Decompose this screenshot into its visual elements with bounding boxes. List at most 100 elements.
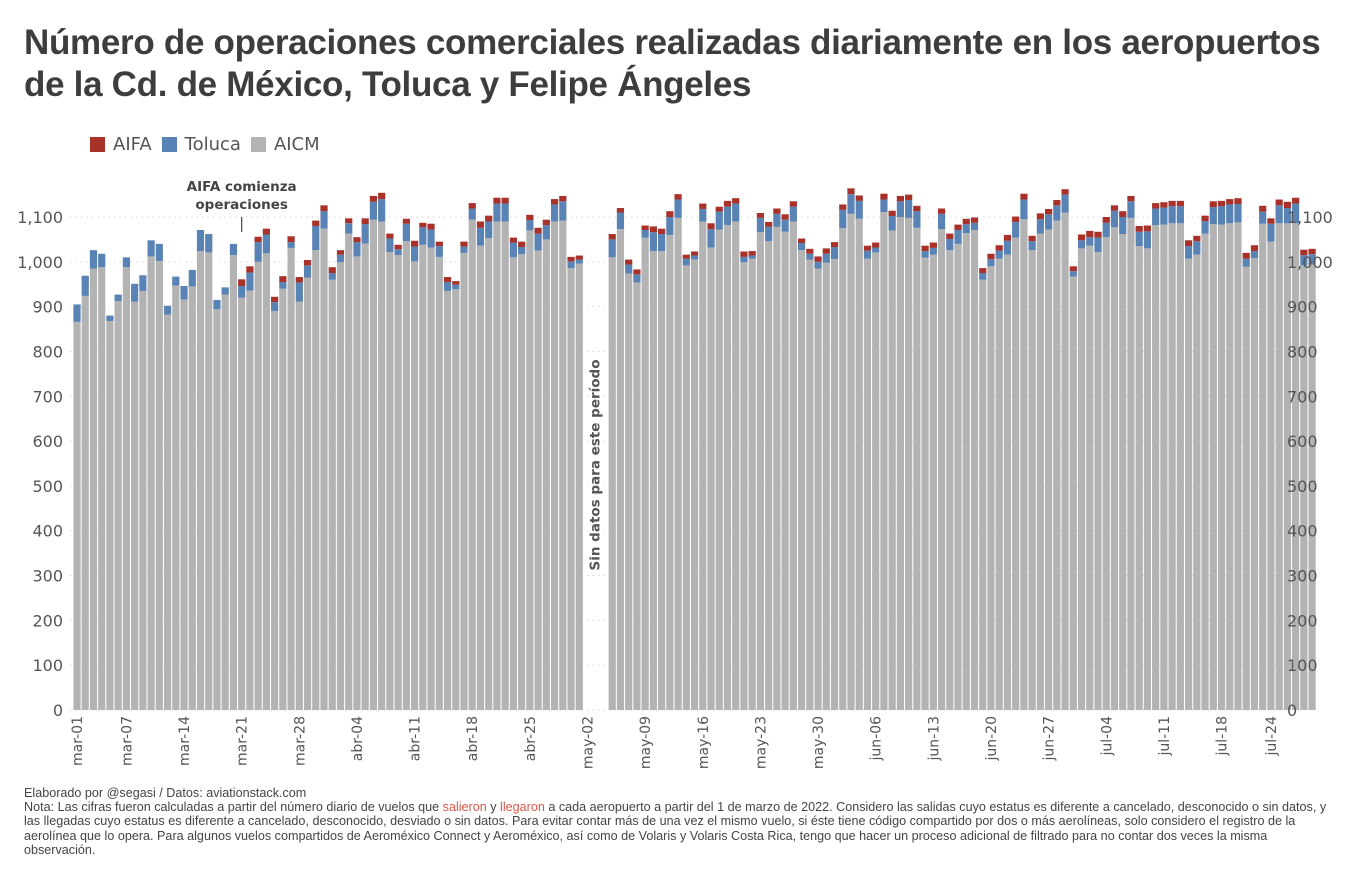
bar-segment-aicm	[1053, 220, 1061, 710]
bar-segment-aicm	[378, 221, 386, 710]
bar-segment-aicm	[328, 279, 336, 710]
bar-segment-aicm	[608, 257, 616, 710]
bar-segment-aifa	[1094, 231, 1102, 238]
y-tick-label-right: 500	[1287, 477, 1318, 496]
bar-segment-aifa	[1193, 235, 1201, 242]
bar-segment-aicm	[847, 213, 855, 710]
bar-segment-toluca	[254, 242, 262, 262]
bar-segment-toluca	[485, 221, 493, 239]
bar-segment-aifa	[353, 237, 361, 243]
y-tick-label-right: 300	[1287, 567, 1318, 586]
bar-segment-aifa	[1160, 202, 1168, 208]
bar-segment-toluca	[1012, 221, 1020, 238]
bar-segment-aifa	[847, 188, 855, 195]
bar-segment-aifa	[410, 240, 419, 247]
bar-segment-toluca	[131, 283, 139, 302]
bar-segment-aicm	[658, 251, 666, 710]
bar-segment-aicm	[559, 220, 567, 710]
bar-segment-aicm	[690, 259, 699, 710]
bar-segment-aifa	[1242, 252, 1250, 259]
bar-segment-toluca	[872, 247, 880, 253]
bar-segment-toluca	[773, 213, 781, 227]
bar-segment-aicm	[1152, 225, 1160, 711]
bar-segment-aifa	[666, 211, 674, 217]
x-tick-label: jul-24	[1264, 716, 1280, 757]
bar-segment-toluca	[888, 216, 896, 231]
bar-segment-toluca	[1045, 214, 1053, 230]
bar-segment-aicm	[674, 217, 682, 710]
bar-segment-aicm	[1209, 224, 1217, 711]
bar-segment-toluca	[501, 203, 509, 222]
bar-segment-toluca	[1003, 240, 1012, 255]
bar-segment-toluca	[1300, 255, 1308, 266]
bar-segment-aicm	[172, 285, 180, 710]
bar-segment-aifa	[979, 268, 987, 274]
bar-segment-aifa	[295, 277, 303, 283]
bar-segment-aifa	[954, 224, 962, 230]
footer: Elaborado por @segasi / Datos: aviations…	[24, 786, 1334, 857]
x-tick-label: may-09	[638, 716, 654, 769]
bar-segment-toluca	[1160, 207, 1168, 225]
bar-segment-aifa	[1283, 201, 1291, 209]
note-text-1: Nota: Las cifras fueron calculadas a par…	[24, 800, 443, 815]
bar-segment-aifa	[1119, 211, 1127, 217]
x-tick-label: abr-04	[350, 716, 366, 761]
bar-segment-aifa	[1201, 215, 1209, 222]
bar-segment-aicm	[1094, 251, 1102, 710]
bar-segment-aifa	[1143, 225, 1152, 232]
bar-segment-aicm	[147, 256, 155, 710]
bar-segment-aifa	[1259, 205, 1267, 212]
bar-segment-aifa	[773, 208, 781, 214]
bar-segment-aifa	[765, 221, 773, 227]
bar-segment-toluca	[954, 229, 962, 244]
bar-segment-toluca	[89, 250, 98, 269]
bar-segment-aicm	[863, 258, 872, 710]
bar-segment-toluca	[649, 232, 657, 252]
bar-segment-toluca	[295, 282, 303, 302]
bar-segment-aicm	[707, 247, 715, 710]
bar-segment-aicm	[386, 251, 394, 710]
bar-segment-aicm	[1160, 224, 1168, 711]
x-tick-label: mar-14	[177, 716, 193, 766]
bar-segment-toluca	[1217, 206, 1226, 225]
bar-segment-aicm	[435, 256, 443, 710]
bar-segment-aicm	[765, 241, 773, 710]
bar-segment-toluca	[616, 212, 625, 230]
bar-segment-toluca	[1242, 258, 1250, 267]
bar-segment-aifa	[1152, 203, 1160, 209]
bar-segment-aifa	[254, 236, 262, 243]
y-tick-label-left: 100	[32, 656, 63, 675]
bar-segment-aicm	[139, 290, 147, 710]
bar-segment-aicm	[1003, 254, 1012, 710]
bar-segment-toluca	[435, 246, 443, 257]
bar-segment-aicm	[1036, 233, 1044, 710]
bar-segment-aicm	[1176, 223, 1184, 711]
bar-segment-aifa	[550, 199, 559, 205]
bar-segment-aicm	[254, 261, 262, 710]
bar-segment-aicm	[180, 299, 188, 710]
bar-segment-aicm	[1020, 219, 1028, 710]
bar-segment-toluca	[699, 208, 707, 222]
bar-segment-aicm	[427, 247, 435, 710]
bar-segment-aifa	[336, 250, 345, 255]
bar-segment-toluca	[1110, 210, 1119, 228]
bar-segment-toluca	[394, 249, 402, 256]
bar-segment-toluca	[163, 305, 172, 315]
y-tick-label-right: 200	[1287, 611, 1318, 630]
bar-segment-toluca	[369, 201, 378, 220]
bar-segment-toluca	[402, 223, 410, 242]
bar-segment-aicm	[913, 227, 921, 711]
bar-segment-aifa	[1110, 205, 1119, 211]
bar-segment-aifa	[1020, 193, 1028, 200]
y-tick-label-right: 1,000	[1287, 253, 1333, 272]
bar-segment-aifa	[987, 253, 995, 260]
bar-segment-aicm	[345, 233, 353, 710]
stacked-bar-chart: 0 100 200 300 400 500 600 700 800 900 1,000 1,100 0…	[17, 179, 1333, 769]
bar-segment-aifa	[1069, 266, 1077, 272]
bar-segment-aifa	[1028, 235, 1036, 242]
bar-segment-toluca	[419, 227, 427, 245]
bar-segment-aifa	[756, 212, 765, 218]
bar-segment-aifa	[476, 221, 485, 228]
bar-segment-aifa	[279, 276, 287, 282]
bar-segment-aicm	[89, 268, 98, 710]
